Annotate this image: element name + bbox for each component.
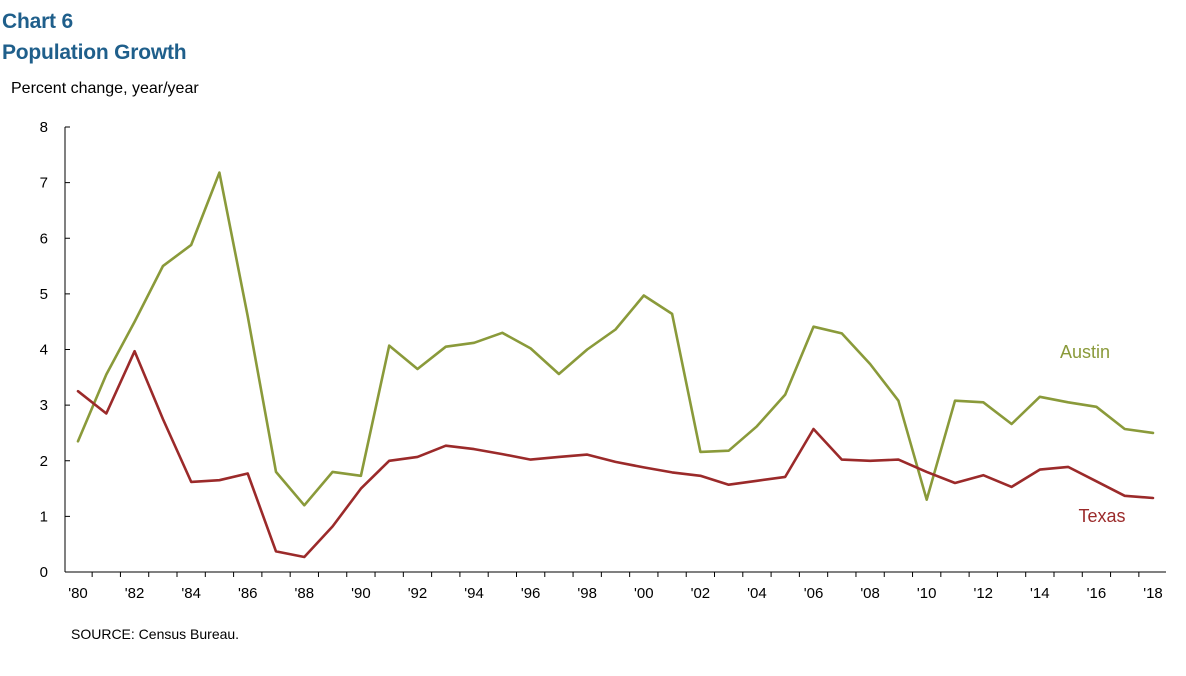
series-labels: Austin Texas <box>1060 342 1126 526</box>
source-note: SOURCE: Census Bureau. <box>71 626 240 642</box>
x-tick-label: '80 <box>68 585 88 602</box>
series-line-texas <box>76 349 1155 559</box>
x-tick-label: '92 <box>408 585 428 602</box>
y-tick-label: 4 <box>40 342 48 359</box>
y-tick-label: 1 <box>40 508 48 525</box>
y-axis-label: Percent change, year/year <box>11 80 199 97</box>
y-tick-label: 7 <box>40 175 48 192</box>
x-tick-label: '14 <box>1030 585 1050 602</box>
x-tick-label: '84 <box>181 585 201 602</box>
x-tick-label: '12 <box>973 585 993 602</box>
y-tick-label: 8 <box>40 119 48 136</box>
x-ticks: '80 '82 '84 '86 '88 '90 '92 '94 '96 '98 '00 '02 '04 '… <box>68 572 1163 602</box>
x-tick-label: '04 <box>747 585 767 602</box>
x-tick-label: '10 <box>917 585 937 602</box>
x-tick-label: '86 <box>238 585 258 602</box>
x-tick-label: '88 <box>295 585 315 602</box>
chart-number: Chart 6 <box>2 10 73 33</box>
y-tick-label: 6 <box>40 230 48 247</box>
series-line-austin <box>76 171 1155 507</box>
series-label-texas: Texas <box>1078 506 1125 526</box>
y-tick-label: 3 <box>40 397 48 414</box>
x-tick-label: '16 <box>1087 585 1107 602</box>
x-tick-label: '90 <box>351 585 371 602</box>
x-tick-label: '18 <box>1143 585 1163 602</box>
x-tick-label: '00 <box>634 585 654 602</box>
axes <box>64 127 1166 573</box>
y-tick-label: 2 <box>40 453 48 470</box>
x-tick-label: '82 <box>125 585 145 602</box>
series-label-austin: Austin <box>1060 342 1110 362</box>
y-tick-label: 0 <box>40 564 48 581</box>
y-ticks: 0 1 2 3 4 5 6 7 8 <box>40 119 70 581</box>
series-lines <box>76 171 1155 559</box>
y-tick-label: 5 <box>40 286 48 303</box>
x-tick-label: '02 <box>691 585 711 602</box>
x-tick-label: '98 <box>577 585 597 602</box>
chart-title: Population Growth <box>2 41 187 64</box>
x-tick-label: '08 <box>860 585 880 602</box>
title-block: Chart 6 Population Growth <box>2 6 187 68</box>
x-tick-label: '06 <box>804 585 824 602</box>
x-tick-label: '96 <box>521 585 541 602</box>
x-tick-label: '94 <box>464 585 484 602</box>
